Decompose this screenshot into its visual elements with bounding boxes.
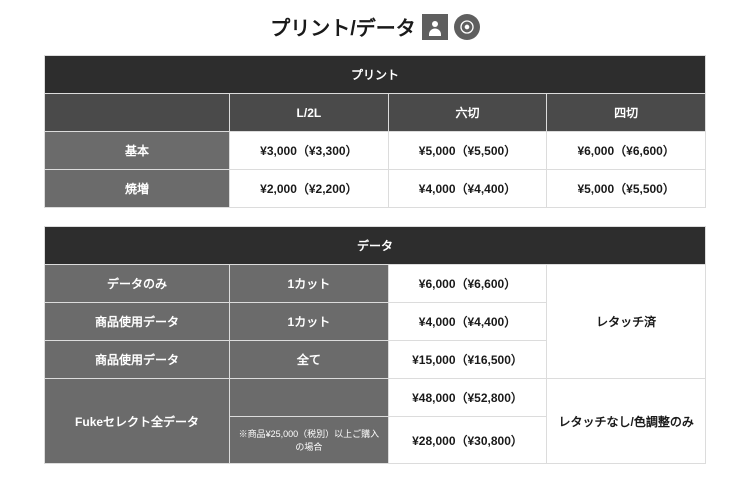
price-cell: ¥15,000（¥16,500） [388,341,547,379]
table-row: L/2L 六切 四切 [45,94,706,132]
price-cell: ¥5,000（¥5,500） [388,132,547,170]
table-row: Fukeセレクト全データ ¥48,000（¥52,800） レタッチなし/色調整… [45,379,706,417]
table-row: データのみ 1カット ¥6,000（¥6,600） レタッチ済 [45,265,706,303]
col-head: L/2L [230,94,389,132]
portrait-icon [422,14,448,40]
price-cell: ¥48,000（¥52,800） [388,379,547,417]
price-cell: ¥28,000（¥30,800） [388,417,547,464]
page-title: プリント/データ [44,12,706,41]
unit-cell-blank [230,379,389,417]
col-head: 六切 [388,94,547,132]
col-head: 四切 [547,94,706,132]
table-row: データ [45,227,706,265]
table-row: 基本 ¥3,000（¥3,300） ¥5,000（¥5,500） ¥6,000（… [45,132,706,170]
data-heading: データ [45,227,706,265]
page-wrap: プリント/データ プリント L/2L 六切 四切 基本 ¥3,000（¥3,30… [0,0,750,502]
col-head-blank [45,94,230,132]
row-head: 基本 [45,132,230,170]
row-head: 商品使用データ [45,341,230,379]
note-cell: ※商品¥25,000（税別）以上ご購入の場合 [230,417,389,464]
unit-cell: 全て [230,341,389,379]
price-cell: ¥6,000（¥6,600） [547,132,706,170]
unit-cell: 1カット [230,303,389,341]
row-head: データのみ [45,265,230,303]
retouch-cell: レタッチ済 [547,265,706,379]
unit-cell: 1カット [230,265,389,303]
row-head: 焼増 [45,170,230,208]
page-title-text: プリント/データ [270,12,416,41]
row-head: 商品使用データ [45,303,230,341]
disc-icon [454,14,480,40]
price-cell: ¥6,000（¥6,600） [388,265,547,303]
price-cell: ¥2,000（¥2,200） [230,170,389,208]
table-row: 焼増 ¥2,000（¥2,200） ¥4,000（¥4,400） ¥5,000（… [45,170,706,208]
price-cell: ¥5,000（¥5,500） [547,170,706,208]
row-head: Fukeセレクト全データ [45,379,230,464]
price-cell: ¥4,000（¥4,400） [388,303,547,341]
price-cell: ¥3,000（¥3,300） [230,132,389,170]
table-row: プリント [45,56,706,94]
print-heading: プリント [45,56,706,94]
data-table: データ データのみ 1カット ¥6,000（¥6,600） レタッチ済 商品使用… [44,226,706,464]
retouch-cell: レタッチなし/色調整のみ [547,379,706,464]
price-cell: ¥4,000（¥4,400） [388,170,547,208]
print-table: プリント L/2L 六切 四切 基本 ¥3,000（¥3,300） ¥5,000… [44,55,706,208]
